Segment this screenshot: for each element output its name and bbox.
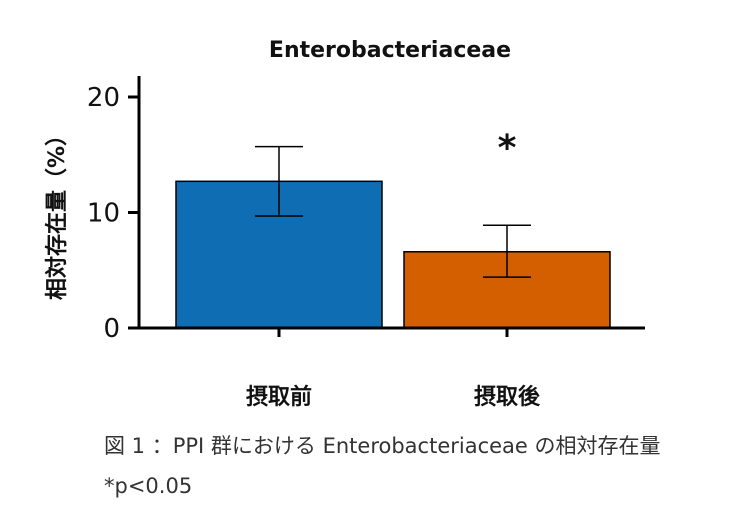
chart-title: Enterobacteriaceae <box>269 38 511 63</box>
y-tick-label-3: 20 <box>87 83 120 113</box>
bar-chart: Enterobacteriaceae 相対存在量（%） 0 10 20 摂取前 摂取後… <box>44 38 645 410</box>
y-tick-label-1: 0 <box>103 314 120 344</box>
y-tick-label-2: 10 <box>87 199 120 229</box>
significance-note: *p<0.05 <box>104 474 193 498</box>
figure-caption: 図 1 ：PPI 群における Enterobacteriaceae の相対存在量 <box>104 434 661 458</box>
y-axis-label: 相対存在量（%） <box>44 124 70 300</box>
x-tick-label-2: 摂取後 <box>474 384 541 410</box>
significance-marker: * <box>498 128 517 169</box>
x-tick-label-1: 摂取前 <box>246 384 312 410</box>
